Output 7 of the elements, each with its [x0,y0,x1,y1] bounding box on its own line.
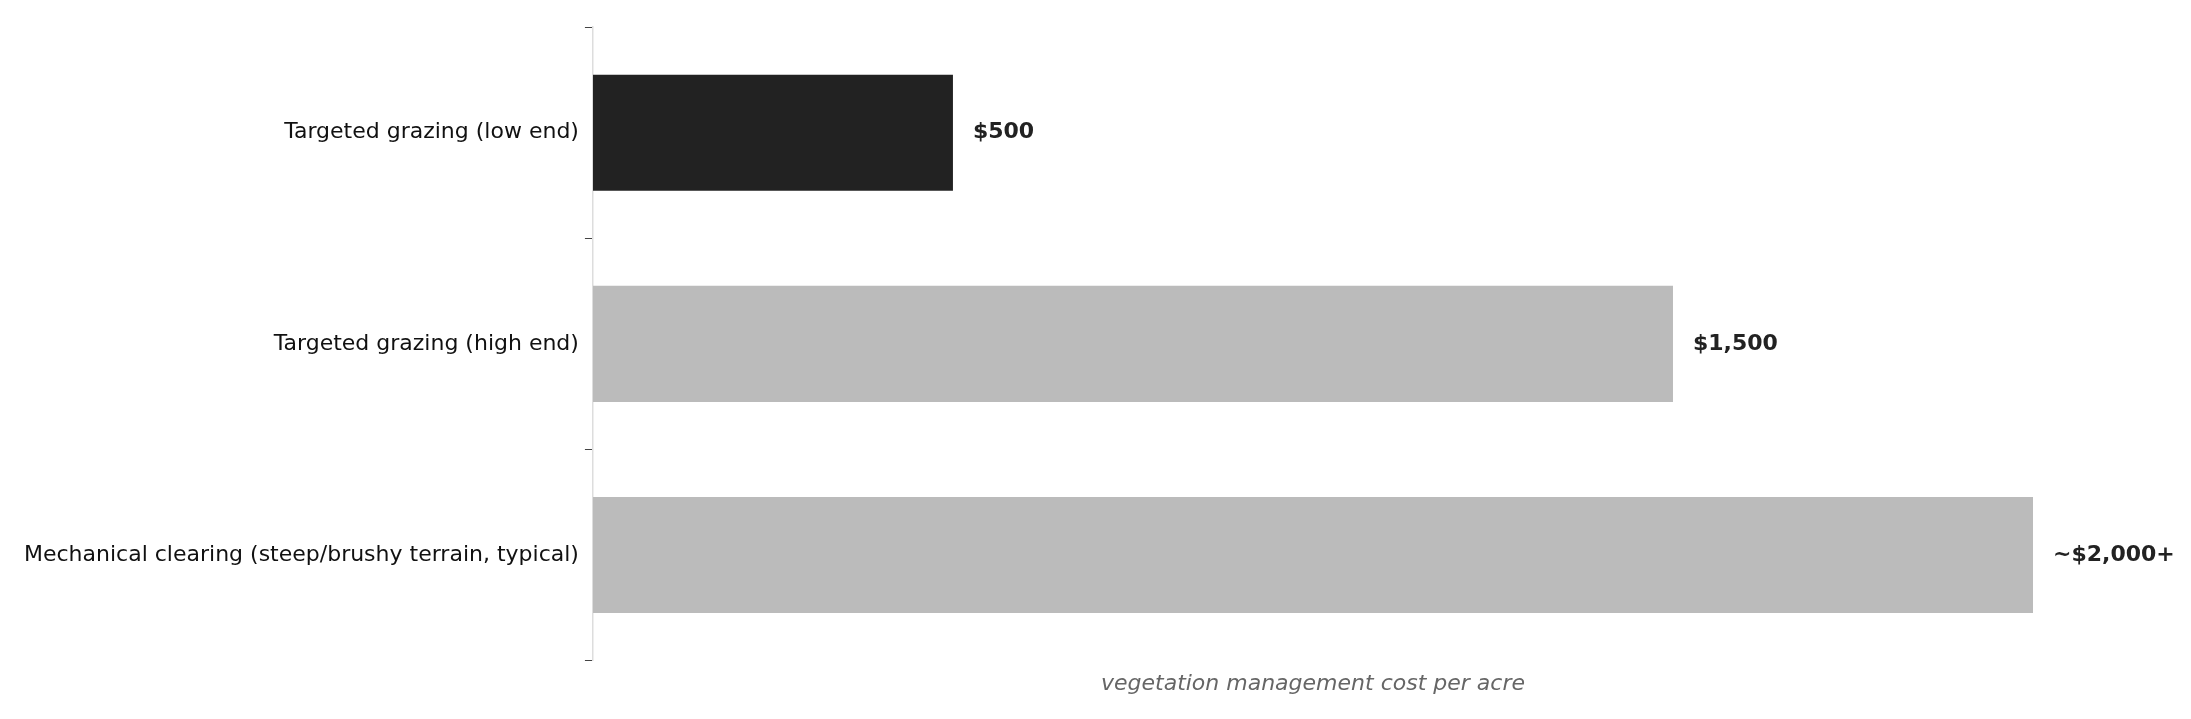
y-tick-label: Targeted grazing (low end) [283,118,579,144]
data-label: ~$2,000+ [2053,540,2175,566]
y-tick-label: Targeted grazing (high end) [272,329,579,355]
y-tick-label: Mechanical clearing (steep/brushy terrain, typical) [23,540,579,566]
data-label: $500 [972,118,1035,144]
data-label: $1,500 [1692,329,1778,355]
x-axis-title: vegetation management cost per acre [1100,669,1525,695]
